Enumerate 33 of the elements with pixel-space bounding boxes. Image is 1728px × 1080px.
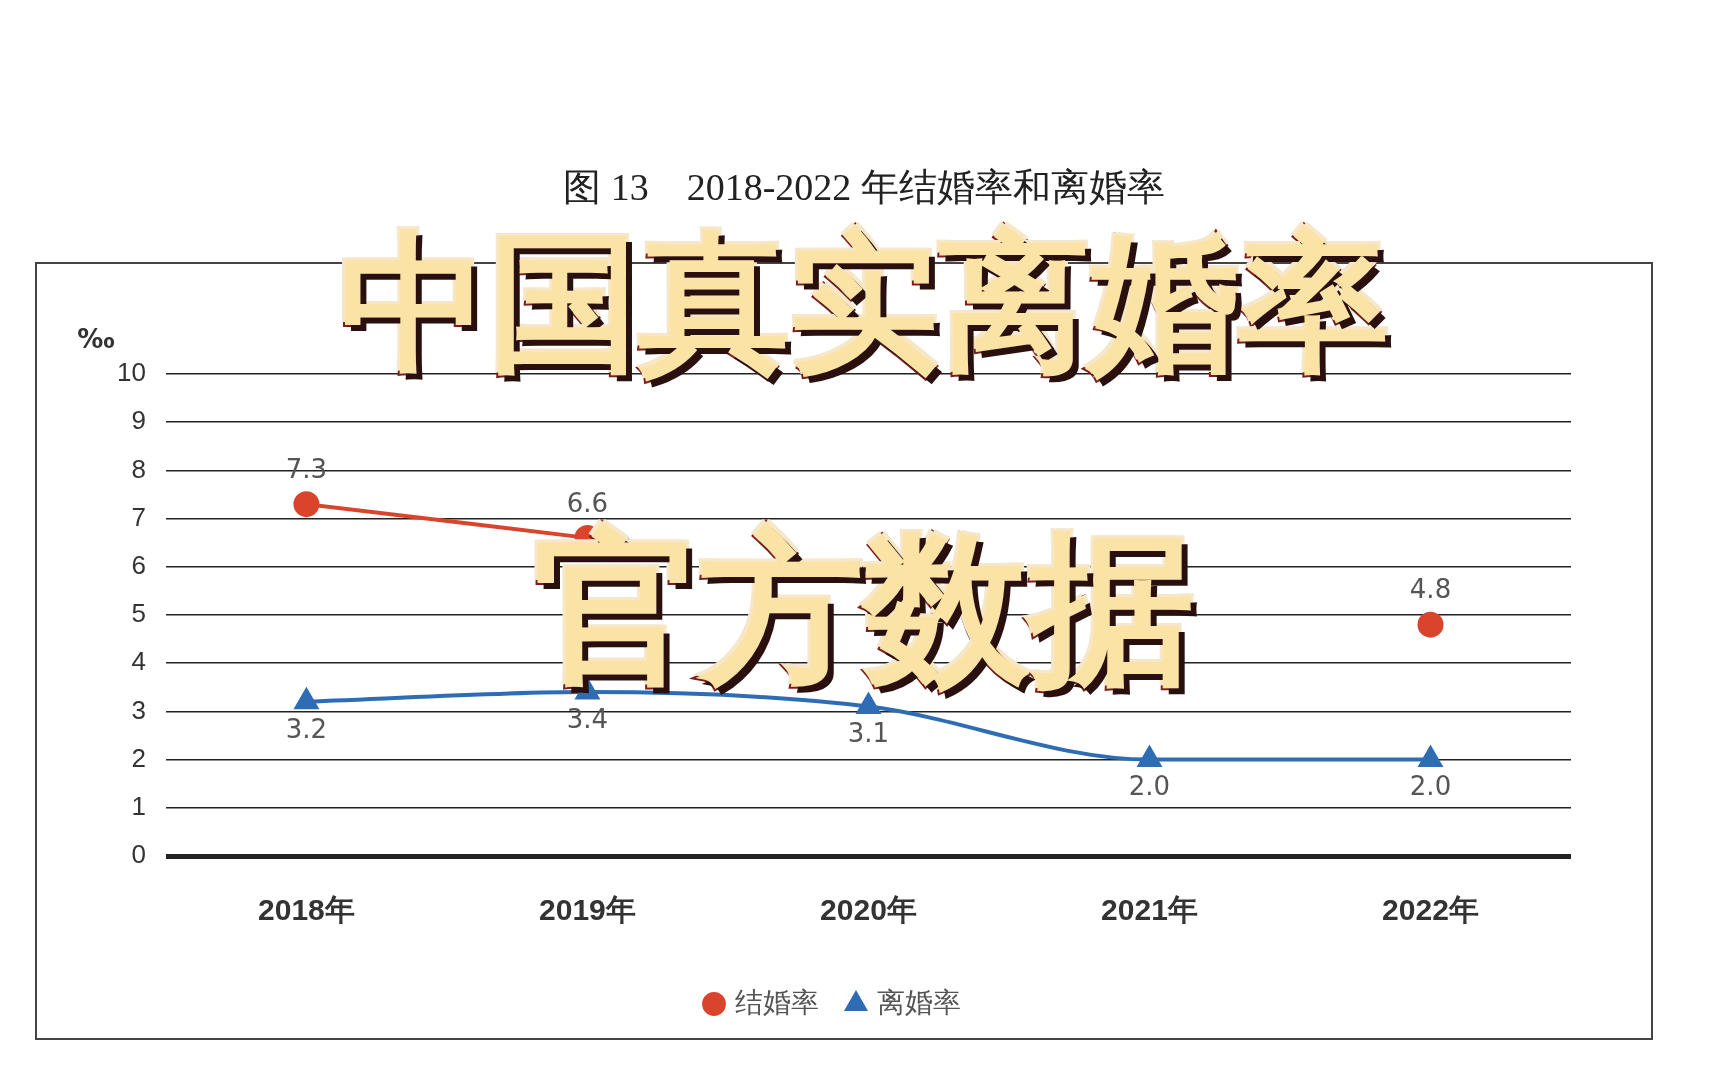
x-tick-label: 2020年 xyxy=(820,893,917,927)
data-label: 2.0 xyxy=(1128,771,1171,802)
x-tick-label: 2022年 xyxy=(1382,893,1479,927)
y-axis-title: ‰ xyxy=(77,323,115,354)
point xyxy=(1417,611,1444,638)
legend-label: 离婚率 xyxy=(877,986,961,1018)
data-label: 3.1 xyxy=(847,718,890,749)
data-label: 4.8 xyxy=(1409,574,1452,605)
data-label: 6.6 xyxy=(566,487,609,518)
data-label: 3.4 xyxy=(566,703,609,734)
legend-label: 结婚率 xyxy=(735,986,819,1018)
y-tick-label: 4 xyxy=(131,646,146,677)
data-label: 3.2 xyxy=(285,713,328,744)
y-tick-label: 0 xyxy=(131,839,146,870)
annotation: 中国真实离婚率 xyxy=(339,216,1389,390)
chart-title: 图 13 2018-2022 年结婚率和离婚率 xyxy=(562,165,1166,210)
y-tick-label: 1 xyxy=(131,790,146,821)
x-tick-label: 2019年 xyxy=(539,893,636,927)
y-tick-label: 8 xyxy=(131,453,146,484)
data-label: 2.0 xyxy=(1409,771,1452,802)
point xyxy=(1136,744,1163,768)
y-tick-label: 7 xyxy=(131,501,146,532)
y-tick-label: 2 xyxy=(131,742,146,773)
y-tick-label: 9 xyxy=(131,405,146,436)
y-tick-label: 3 xyxy=(131,694,146,725)
y-tick-label: 10 xyxy=(117,357,146,388)
y-tick-label: 5 xyxy=(131,598,146,629)
point xyxy=(1417,744,1444,768)
x-tick-label: 2021年 xyxy=(1101,893,1198,927)
x-tick-label: 2018年 xyxy=(258,893,355,927)
y-tick-label: 6 xyxy=(131,549,146,580)
point xyxy=(293,491,320,518)
point xyxy=(293,686,320,710)
